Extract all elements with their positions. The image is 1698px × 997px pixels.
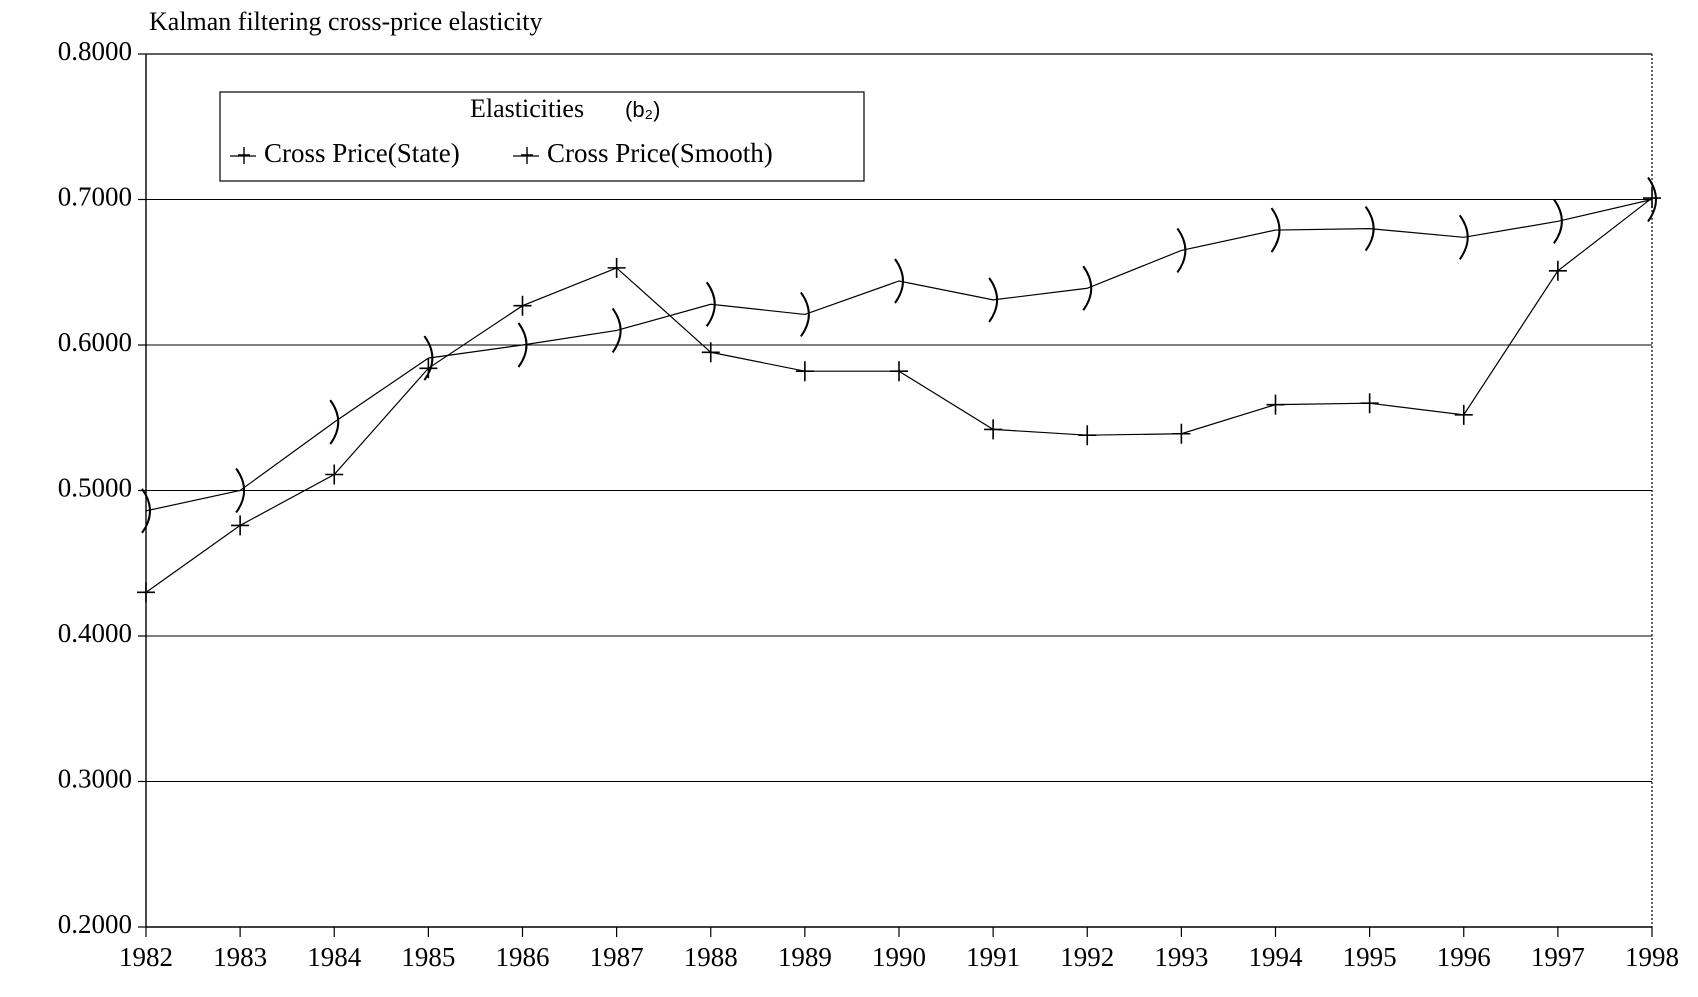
marker-paren — [1176, 227, 1187, 274]
legend-title: Elasticities — [470, 94, 584, 123]
marker-paren — [141, 488, 151, 534]
marker-plus — [1548, 260, 1567, 281]
marker-paren — [1364, 206, 1375, 252]
marker-plus — [1454, 404, 1473, 425]
marker-plus — [984, 419, 1003, 440]
marker-plus — [1360, 393, 1379, 414]
x-tick-label: 1984 — [307, 942, 362, 972]
x-tick-label: 1997 — [1531, 942, 1585, 972]
y-tick-label: 0.5000 — [58, 473, 132, 503]
legend-box — [219, 91, 865, 182]
chart-title: Kalman filtering cross-price elasticity — [149, 7, 542, 36]
marker-paren — [611, 307, 622, 354]
x-tick-label: 1992 — [1060, 942, 1114, 972]
marker-paren — [329, 399, 340, 445]
x-tick-label: 1998 — [1625, 942, 1679, 972]
marker-plus — [231, 515, 250, 536]
x-tick-label: 1985 — [401, 942, 455, 972]
x-tick-label: 1983 — [213, 942, 267, 972]
marker-paren — [1647, 176, 1657, 223]
series-line — [145, 197, 1653, 593]
x-tick-label: 1988 — [684, 942, 738, 972]
x-tick-label: 1987 — [590, 942, 644, 972]
x-tick-label: 1989 — [778, 942, 832, 972]
marker-plus — [795, 361, 814, 382]
marker-plus — [1266, 394, 1285, 415]
marker-paren — [235, 467, 246, 514]
y-tick-label: 0.2000 — [58, 909, 132, 939]
marker-plus — [1172, 423, 1191, 444]
x-tick-label: 1991 — [966, 942, 1020, 972]
y-tick-label: 0.7000 — [58, 182, 132, 212]
marker-plus — [137, 582, 155, 603]
marker-paren — [1553, 198, 1563, 244]
marker-plus — [325, 464, 344, 485]
y-tick-label: 0.3000 — [58, 764, 132, 794]
marker-paren — [517, 322, 528, 368]
series-line — [145, 198, 1653, 512]
legend-marker — [238, 147, 250, 164]
legend-symbol: (b₂) — [625, 97, 660, 122]
legend-marker — [521, 147, 533, 164]
marker-plus — [701, 342, 720, 363]
marker-plus — [607, 257, 626, 278]
marker-paren — [894, 258, 904, 304]
marker-plus — [890, 361, 908, 382]
marker-paren — [705, 281, 716, 327]
x-tick-label: 1996 — [1437, 942, 1491, 972]
marker-paren — [1082, 265, 1093, 311]
x-tick-label: 1994 — [1249, 942, 1304, 972]
marker-paren — [800, 291, 810, 338]
y-tick-label: 0.6000 — [58, 327, 132, 357]
y-tick-label: 0.4000 — [58, 618, 132, 648]
x-tick-label: 1990 — [872, 942, 926, 972]
marker-plus — [513, 295, 532, 316]
y-tick-label: 0.8000 — [58, 36, 132, 66]
legend-label: Cross Price(Smooth) — [547, 138, 773, 168]
legend-label: Cross Price(State) — [264, 138, 460, 168]
marker-plus — [1643, 188, 1661, 209]
marker-paren — [1270, 207, 1281, 253]
x-tick-label: 1993 — [1154, 942, 1208, 972]
marker-plus — [1078, 425, 1097, 446]
x-tick-label: 1995 — [1343, 942, 1397, 972]
marker-paren — [1458, 214, 1469, 260]
marker-paren — [423, 335, 434, 381]
marker-paren — [988, 277, 999, 323]
x-tick-label: 1986 — [496, 942, 550, 972]
x-tick-label: 1982 — [119, 942, 173, 972]
